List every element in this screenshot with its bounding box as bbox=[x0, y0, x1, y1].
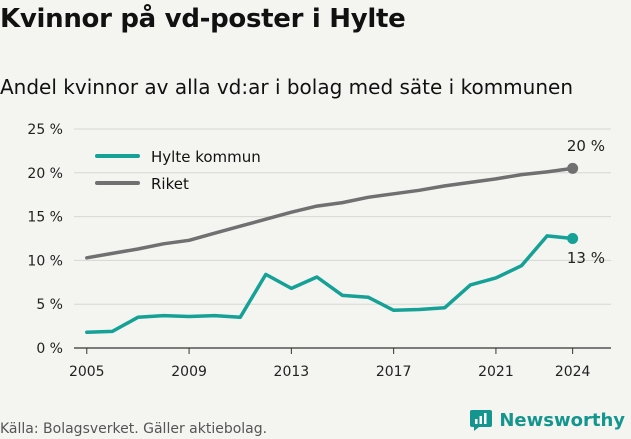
x-tick-label: 2021 bbox=[478, 364, 514, 380]
end-point-hylte bbox=[567, 233, 579, 244]
y-tick-label: 10 % bbox=[27, 253, 63, 269]
source-footer: Källa: Bolagsverket. Gäller aktiebolag. bbox=[0, 421, 268, 437]
newsworthy-logo-icon bbox=[470, 410, 493, 431]
x-tick-label: 2009 bbox=[171, 364, 207, 380]
brand-name: Newsworthy bbox=[499, 409, 625, 431]
x-tick-label: 2013 bbox=[274, 364, 310, 380]
x-tick-label: 2017 bbox=[376, 364, 412, 380]
chart-title: Kvinnor på vd-poster i Hylte bbox=[0, 4, 406, 34]
grid-lines bbox=[74, 128, 611, 349]
legend-label-riket: Riket bbox=[151, 175, 189, 193]
end-label-hylte: 13 % bbox=[567, 249, 605, 267]
series-lines bbox=[85, 162, 579, 334]
y-tick-label: 15 % bbox=[27, 210, 63, 226]
x-axis-ticks: 2005 2009 2013 2017 2021 2024 bbox=[69, 348, 591, 380]
legend: Hylte kommun Riket bbox=[95, 148, 261, 193]
y-tick-label: 25 % bbox=[27, 122, 63, 138]
brand-logo: Newsworthy bbox=[469, 408, 625, 432]
y-tick-label: 5 % bbox=[36, 297, 63, 313]
y-tick-label: 20 % bbox=[27, 166, 63, 182]
legend-label-hylte: Hylte kommun bbox=[151, 148, 261, 166]
series-line-hylte bbox=[85, 234, 575, 334]
chart-subtitle: Andel kvinnor av alla vd:ar i bolag med … bbox=[0, 75, 573, 99]
x-tick-label: 2024 bbox=[555, 364, 591, 380]
y-axis-ticks: 0 % 5 % 10 % 15 % 20 % 25 % bbox=[27, 122, 63, 357]
x-tick-label: 2005 bbox=[69, 364, 105, 380]
y-tick-label: 0 % bbox=[36, 341, 63, 357]
end-point-riket bbox=[567, 162, 579, 174]
series-line-riket bbox=[85, 166, 575, 260]
end-label-riket: 20 % bbox=[567, 137, 605, 155]
